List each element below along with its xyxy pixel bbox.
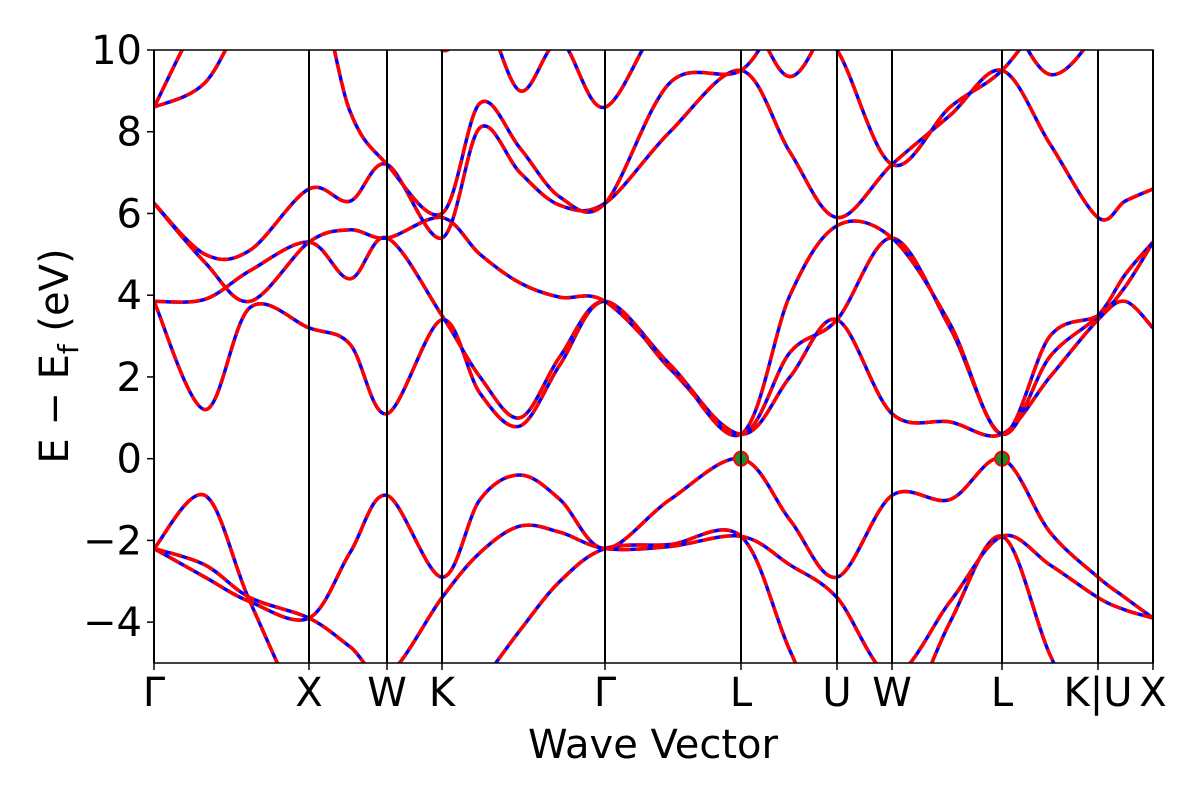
x-tick-label: K [429, 670, 457, 716]
x-tick-label: K|U [1064, 670, 1133, 716]
band-line-dashed [154, 492, 1056, 663]
x-tick-label: L [991, 670, 1014, 716]
band-line-dashed [154, 456, 1153, 622]
y-tick-label: 10 [91, 28, 142, 74]
y-tick-label: −2 [83, 518, 142, 564]
plot-frame [153, 49, 1154, 664]
x-axis-label: Wave Vector [528, 722, 779, 768]
x-tick-label: Γ [143, 670, 166, 716]
x-tick-label: L [730, 670, 753, 716]
x-tick-label: X [295, 670, 322, 716]
band-line-dashed [154, 523, 1153, 663]
band-line-dashed [154, 202, 1153, 438]
band-line [154, 50, 1086, 109]
y-tick-label: −4 [83, 600, 142, 646]
band-line-dashed [154, 68, 1153, 262]
y-axis-label: E − Ef (eV) [32, 248, 85, 463]
x-tick-label: W [872, 670, 912, 716]
x-tick-label: W [367, 670, 407, 716]
y-tick-label: 4 [117, 273, 142, 319]
y-label-sub: f [52, 343, 85, 354]
y-tick-label: 0 [117, 437, 142, 483]
y-label-unit: (eV) [32, 248, 78, 344]
y-tick-label: 2 [117, 355, 142, 401]
x-tick-label: U [822, 670, 851, 716]
y-tick-label: 8 [117, 110, 142, 156]
x-tick-label: Γ [594, 670, 617, 716]
y-tick-label: 6 [117, 191, 142, 237]
y-label-main: E − E [32, 354, 78, 464]
x-tick-label: X [1139, 670, 1166, 716]
